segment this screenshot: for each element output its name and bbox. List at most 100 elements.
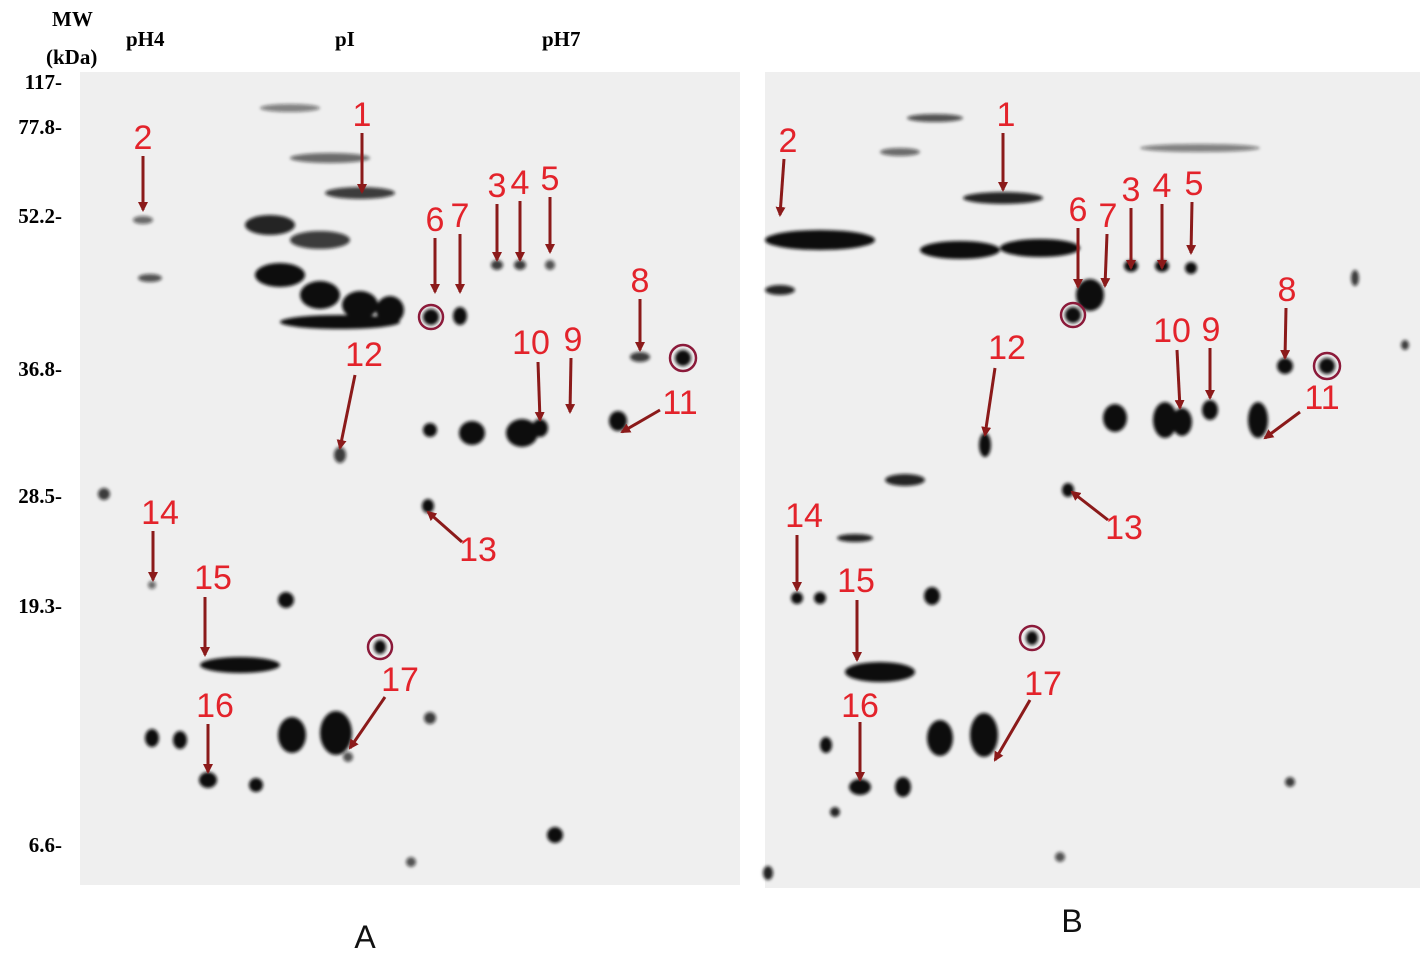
spot-number: 13 — [1105, 509, 1143, 547]
spot-number: 7 — [451, 197, 470, 235]
spot — [453, 307, 467, 325]
spot-number: 17 — [1024, 665, 1062, 703]
spot-number: 12 — [988, 329, 1026, 367]
spot — [907, 114, 963, 122]
spot-number: 5 — [541, 160, 560, 198]
arrow — [1174, 349, 1185, 410]
spot-number: 11 — [662, 384, 697, 422]
spot-number: 2 — [134, 119, 153, 157]
spot — [249, 778, 263, 792]
spot — [1140, 144, 1260, 152]
spot — [406, 857, 416, 867]
gel-a — [80, 72, 740, 885]
highlight-circles — [366, 301, 1342, 661]
spot — [325, 187, 395, 199]
spot — [1062, 483, 1074, 497]
spot — [814, 592, 826, 604]
arrow — [993, 699, 1032, 762]
arrow — [775, 158, 786, 217]
spot — [1172, 408, 1192, 436]
arrow — [534, 361, 545, 422]
spot — [1248, 402, 1268, 438]
spot — [514, 260, 526, 270]
spot — [343, 752, 353, 762]
spot — [1401, 340, 1409, 350]
mw-unit: (kDa) — [46, 45, 97, 69]
spot — [820, 737, 832, 753]
spot-number: 7 — [1099, 197, 1118, 235]
arrow — [1186, 201, 1197, 255]
spot-number: 3 — [1122, 171, 1141, 209]
spot — [245, 215, 295, 235]
spot-number: 8 — [631, 262, 650, 300]
spot — [1351, 270, 1359, 286]
spot — [1026, 631, 1038, 645]
arrow — [426, 510, 463, 544]
spot — [342, 291, 378, 319]
spot-number: 8 — [1278, 271, 1297, 309]
spot — [290, 231, 350, 249]
ph-label: pH4 — [126, 27, 165, 51]
arrow — [1070, 490, 1109, 522]
spot-number: 6 — [426, 201, 445, 239]
mw-label: 117- — [25, 70, 62, 94]
spot-number: 14 — [785, 497, 823, 535]
spot — [1202, 400, 1218, 420]
spot-number: 16 — [196, 687, 234, 725]
spot — [173, 731, 187, 749]
spot — [1000, 239, 1080, 257]
spot-number: 12 — [345, 336, 383, 374]
spot — [423, 309, 439, 325]
spot — [970, 713, 998, 757]
spot-number: 10 — [512, 324, 550, 362]
spot — [278, 717, 306, 753]
spot — [320, 711, 352, 755]
spot — [675, 350, 691, 366]
spot — [280, 315, 400, 329]
spot — [547, 827, 563, 843]
spot-number: 16 — [841, 687, 879, 725]
spot-number: 1 — [997, 96, 1016, 134]
spot — [1277, 358, 1293, 374]
mw-label: 52.2- — [18, 204, 62, 228]
spot — [506, 419, 538, 447]
arrow — [565, 357, 576, 414]
spot-number: 1 — [353, 96, 372, 134]
spot-number: 9 — [1202, 311, 1221, 349]
spot — [880, 148, 920, 156]
spot — [630, 352, 650, 362]
arrow — [620, 408, 661, 434]
spots — [98, 104, 1409, 880]
spot — [1103, 404, 1127, 432]
spot — [255, 263, 305, 287]
spot — [845, 662, 915, 682]
spot — [765, 285, 795, 295]
spot-number: 3 — [488, 167, 507, 205]
spot — [424, 712, 436, 724]
spot-number: 15 — [194, 559, 232, 597]
mw-title: MW — [52, 7, 93, 31]
spot-number: 15 — [837, 562, 875, 600]
spot — [491, 260, 503, 270]
spot-number: 4 — [1153, 167, 1172, 205]
mw-label: 77.8- — [18, 115, 62, 139]
spot — [278, 592, 294, 608]
spot — [979, 433, 991, 457]
arrow — [1280, 307, 1291, 360]
spot-number: 11 — [1304, 379, 1339, 417]
spot — [145, 729, 159, 747]
spot — [459, 421, 485, 445]
spot — [1285, 777, 1295, 787]
spot — [374, 640, 386, 654]
spot — [924, 587, 940, 605]
spot — [98, 488, 110, 500]
spot — [927, 720, 953, 756]
spot-number: 10 — [1153, 312, 1191, 350]
spot — [1076, 279, 1104, 311]
arrow — [1100, 233, 1111, 288]
spot-number: 4 — [511, 164, 530, 202]
spot — [260, 104, 320, 112]
spot — [133, 216, 153, 224]
